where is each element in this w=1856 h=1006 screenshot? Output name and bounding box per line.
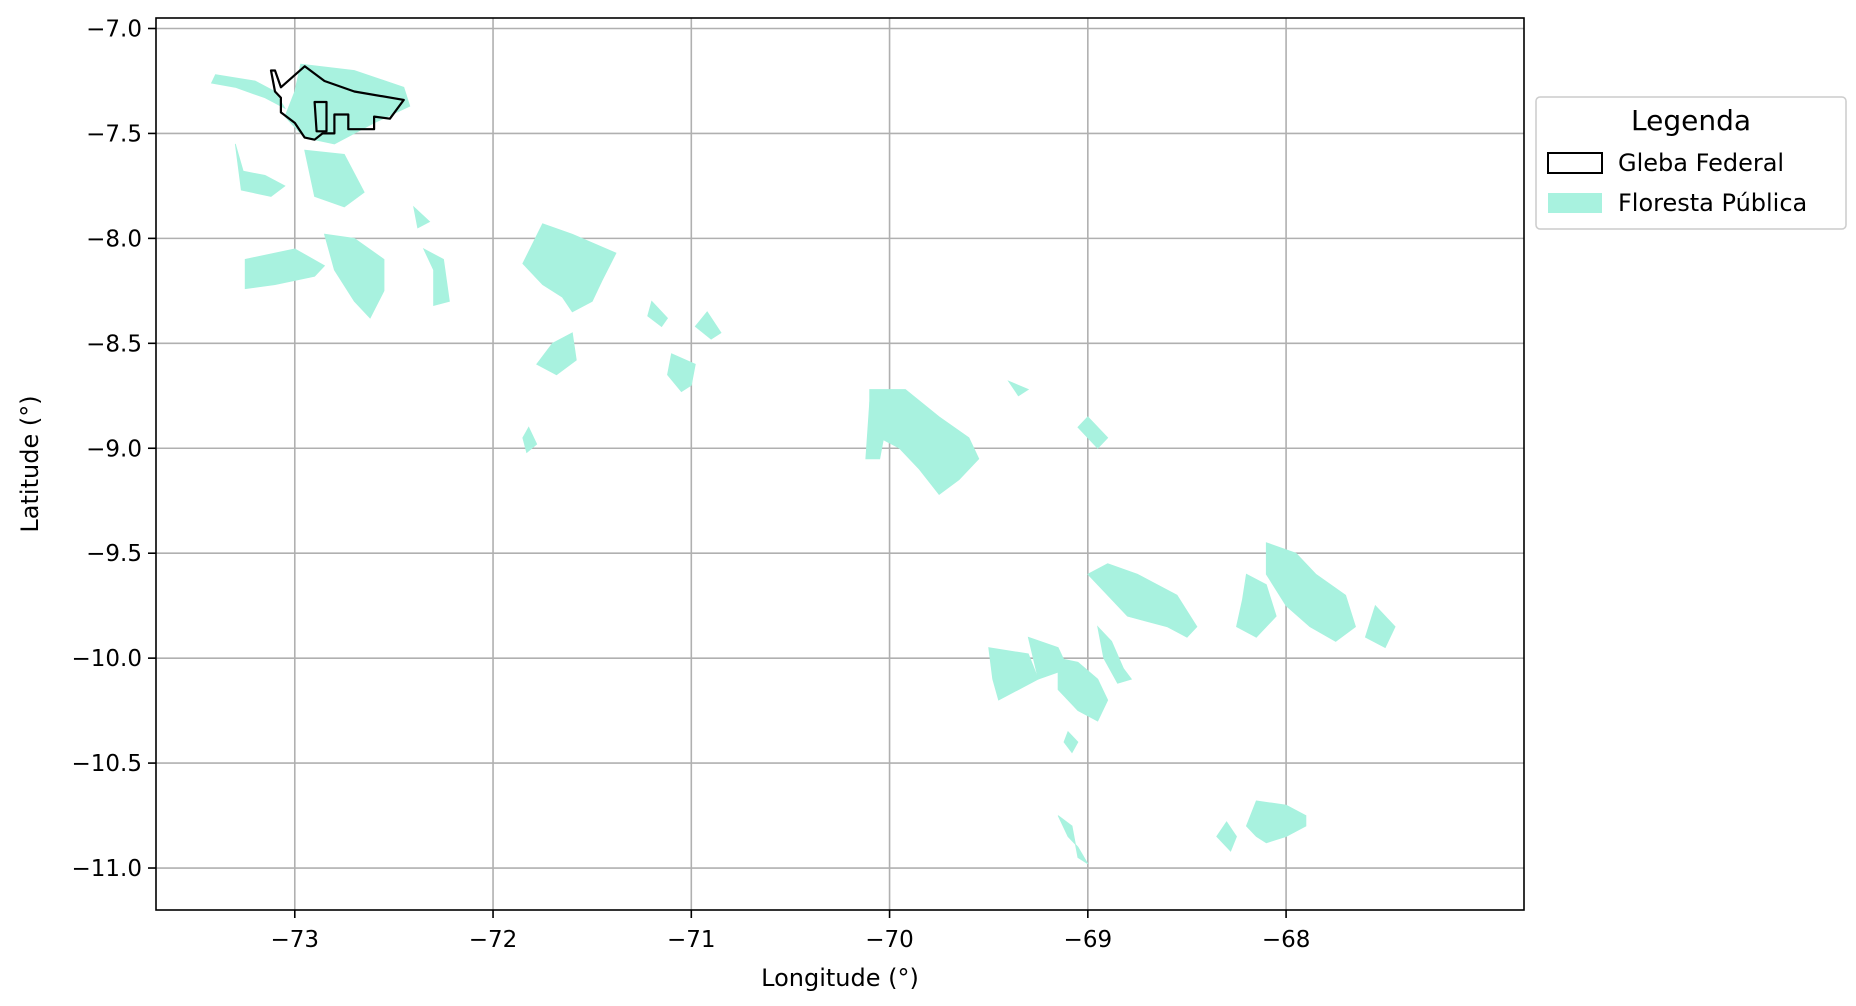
floresta-publica-polygon-25 <box>1364 604 1396 649</box>
floresta-publica-polygon-17 <box>1077 416 1109 449</box>
plot-frame <box>155 17 1525 911</box>
polygon-layer <box>210 63 1396 865</box>
tick-layer: −73 −72 −71 −70 −69 −68 −7.0 −7.5 −8.0 −8.5 −9.0 −9… <box>72 16 1311 953</box>
x-axis-label: Longitude (°) <box>761 964 919 992</box>
y-tick-label-3: −8.5 <box>86 331 142 357</box>
floresta-publica-polygon-28 <box>1216 821 1237 852</box>
y-tick-label-1: −7.5 <box>86 121 142 147</box>
floresta-publica-polygon-5 <box>323 233 385 319</box>
x-tick-label-2: −71 <box>667 927 716 953</box>
y-tick-label-6: −10.0 <box>72 646 142 672</box>
legend-label-1: Floresta Pública <box>1618 189 1807 217</box>
gleba-federal-polygon-0 <box>269 65 405 141</box>
floresta-publica-polygon-23 <box>1265 542 1356 642</box>
legend-swatch-0 <box>1547 152 1603 174</box>
y-axis-label: Latitude (°) <box>16 395 44 532</box>
floresta-publica-polygon-2 <box>234 143 286 197</box>
x-tick-label-3: −70 <box>865 927 914 953</box>
floresta-publica-polygon-29 <box>1063 730 1079 754</box>
y-tick-label-7: −10.5 <box>72 751 142 777</box>
floresta-publica-polygon-11 <box>647 300 669 328</box>
floresta-publica-polygon-19 <box>988 647 1039 701</box>
y-tick-label-0: −7.0 <box>86 16 142 42</box>
y-tick-label-8: −11.0 <box>72 856 142 882</box>
x-tick-label-0: −73 <box>271 927 320 953</box>
x-tick-label-1: −72 <box>469 927 518 953</box>
floresta-publica-polygon-27 <box>1245 800 1307 844</box>
floresta-publica-polygon-15 <box>865 401 891 460</box>
legend: Legenda Gleba Federal Floresta Pública <box>1535 96 1847 230</box>
y-tick-label-5: −9.5 <box>86 541 142 567</box>
floresta-publica-polygon-26 <box>1057 815 1089 865</box>
grid-lines <box>156 18 1524 910</box>
legend-title: Legenda <box>1631 104 1751 137</box>
floresta-publica-polygon-6 <box>422 247 450 307</box>
floresta-publica-polygon-0 <box>210 74 286 110</box>
x-tick-label-4: −69 <box>1064 927 1113 953</box>
x-tick-label-5: −68 <box>1262 927 1311 953</box>
floresta-publica-polygon-7 <box>413 205 431 229</box>
legend-swatch-1 <box>1548 193 1602 213</box>
y-tick-label-4: −9.0 <box>86 436 142 462</box>
floresta-publica-polygon-3 <box>304 149 365 208</box>
floresta-publica-polygon-18 <box>1087 563 1198 638</box>
legend-box <box>1535 96 1847 230</box>
legend-entries: Gleba Federal Floresta Pública <box>1547 149 1807 217</box>
floresta-publica-polygon-9 <box>536 332 577 376</box>
floresta-publica-polygon-10 <box>667 353 696 393</box>
floresta-publica-polygon-8 <box>522 223 617 313</box>
floresta-publica-polygon-21 <box>1057 657 1109 722</box>
y-tick-label-2: −8.0 <box>86 226 142 252</box>
gleba-federal-polygon-1 <box>313 100 328 133</box>
floresta-publica-polygon-13 <box>522 426 538 454</box>
floresta-publica-polygon-12 <box>694 311 722 340</box>
floresta-publica-polygon-24 <box>1236 573 1277 638</box>
legend-label-0: Gleba Federal <box>1618 149 1784 177</box>
floresta-publica-polygon-22 <box>1097 625 1133 684</box>
floresta-publica-polygon-16 <box>1007 380 1030 397</box>
floresta-publica-polygon-4 <box>244 248 326 290</box>
floresta-publica-polygon-1 <box>284 63 411 145</box>
